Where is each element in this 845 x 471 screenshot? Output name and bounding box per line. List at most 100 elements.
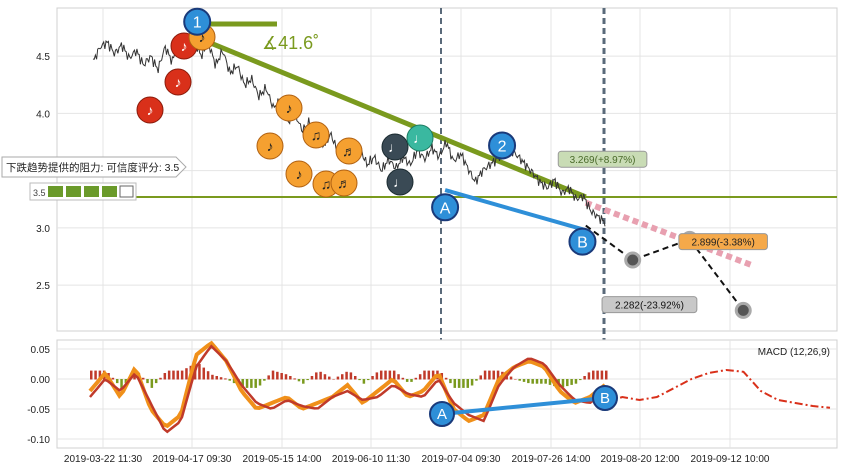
histogram-bar — [150, 379, 154, 388]
support-callout-text: 下跌趋势提供的阻力: 可信度评分: 3.5 — [6, 161, 179, 174]
histogram-bar — [457, 379, 461, 388]
projection-line — [199, 36, 587, 200]
rating-icon — [119, 185, 134, 198]
histogram-bar — [293, 378, 296, 380]
histogram-bar — [319, 371, 322, 380]
histogram-bar — [418, 374, 422, 380]
histogram-bar — [323, 374, 327, 380]
x-tick-label: 2019-06-10 11:30 — [332, 454, 411, 465]
histogram-bar — [475, 379, 478, 381]
note-badge-orange — [285, 160, 313, 188]
macd-grid — [57, 340, 837, 448]
annotation-text: 2.282(-23.92%) — [615, 301, 684, 312]
x-tick-label: 2019-09-12 10:00 — [691, 454, 770, 465]
annotation-box — [557, 150, 648, 168]
histogram-bar — [284, 374, 288, 380]
histogram-bar — [384, 370, 387, 380]
price-annotations: 3.269(+8.97%) 2.899(-3.38%) 2.282(-23.92%) — [557, 150, 768, 314]
y-tick-label: 4.0 — [36, 109, 50, 120]
wave-label-circle — [568, 227, 597, 256]
note-badge-orange — [335, 137, 363, 165]
histogram-bar — [587, 372, 591, 380]
rating-icon — [66, 186, 81, 197]
histogram-bar — [254, 379, 257, 388]
histogram-bar — [94, 370, 97, 380]
note-badge-dark — [381, 133, 409, 161]
note-icon: ♩ — [413, 130, 427, 146]
histogram-bar — [280, 373, 283, 380]
wave-label-circle — [431, 193, 460, 222]
note-icon: ♩ — [388, 139, 402, 155]
histogram-bar — [366, 379, 370, 381]
histogram-bar — [263, 379, 266, 381]
macd-title: MACD (12,26,9) — [758, 347, 830, 358]
histogram-bar — [470, 379, 474, 386]
histogram-bar — [159, 377, 162, 380]
histogram-bar — [124, 379, 128, 384]
histogram-bar — [172, 370, 175, 380]
histogram-bar — [185, 368, 188, 380]
note-badge-red — [164, 68, 192, 96]
note-icon: ♫ — [321, 176, 332, 192]
histogram-bar — [154, 379, 158, 384]
histogram-bar — [522, 379, 526, 382]
histogram-bar — [492, 370, 495, 380]
histogram-bar — [449, 379, 452, 384]
note-badges: ♪ ♪ ♪ ♪ ♪ ♪ ♫ ♪ ♬ ♫ ♬ ♩ ♩ ♩ — [136, 23, 434, 198]
histogram-bar — [410, 379, 413, 382]
note-badge-teal — [406, 124, 434, 152]
rating-value: 3.5 — [33, 188, 46, 198]
wave-labels: 1 2 A B — [183, 7, 597, 256]
note-icon: ♪ — [267, 138, 274, 154]
note-icon: ♪ — [147, 102, 154, 118]
x-tick-label: 2019-08-20 12:00 — [601, 454, 680, 465]
note-icon: ♪ — [181, 38, 188, 54]
histogram-bar — [479, 375, 482, 380]
histogram-bar — [276, 371, 279, 380]
histogram-bar — [496, 370, 500, 380]
price-panel-frame — [56, 7, 838, 332]
histogram-bar — [596, 370, 599, 380]
histogram-bar — [527, 379, 530, 384]
projection-line — [585, 224, 745, 312]
histogram-bar — [90, 370, 93, 380]
histogram-bar — [466, 379, 470, 388]
annotation-text: 2.899(-3.38%) — [691, 238, 754, 249]
note-badge-dark — [386, 168, 414, 196]
histogram-bar — [583, 376, 586, 380]
histogram-bar — [509, 376, 513, 380]
histogram-bar — [267, 375, 270, 380]
y-tick-label: 3.0 — [36, 224, 50, 235]
note-icon: ♪ — [199, 29, 206, 45]
histogram-bar — [570, 379, 573, 385]
histogram-bar — [271, 370, 275, 380]
histogram-bar — [341, 374, 344, 380]
macd-wave-labels: AB — [429, 385, 618, 427]
histogram-bar — [561, 379, 565, 388]
histogram-bar — [362, 379, 366, 384]
histogram-bar — [289, 376, 292, 380]
histogram-bar — [228, 379, 231, 381]
y-tick-label: 0.05 — [31, 345, 51, 356]
y-tick-label: 2.5 — [36, 281, 50, 292]
histogram-bar — [392, 370, 396, 380]
histogram-bar — [540, 379, 543, 384]
histogram-bar — [548, 379, 552, 385]
y-tick-label: -0.05 — [27, 405, 50, 416]
rating-icon — [84, 186, 99, 197]
histogram-bar — [514, 379, 517, 380]
histogram-bar — [180, 370, 184, 380]
histogram-bar — [353, 376, 357, 380]
histogram-bar — [167, 370, 171, 380]
annotation-box — [601, 296, 698, 314]
x-axis-ticks: 2019-03-22 11:30 2019-04-17 09:30 2019-05-… — [64, 454, 770, 465]
rating-icon — [102, 186, 117, 197]
macd-line — [89, 344, 606, 434]
histogram-bar — [579, 379, 582, 381]
histogram-bar — [245, 379, 249, 388]
note-icon: ♩ — [393, 174, 407, 190]
target-point — [734, 301, 752, 319]
histogram-bar — [345, 371, 348, 380]
histogram-bar — [592, 370, 595, 380]
macd-wave-label-circle — [429, 401, 455, 427]
